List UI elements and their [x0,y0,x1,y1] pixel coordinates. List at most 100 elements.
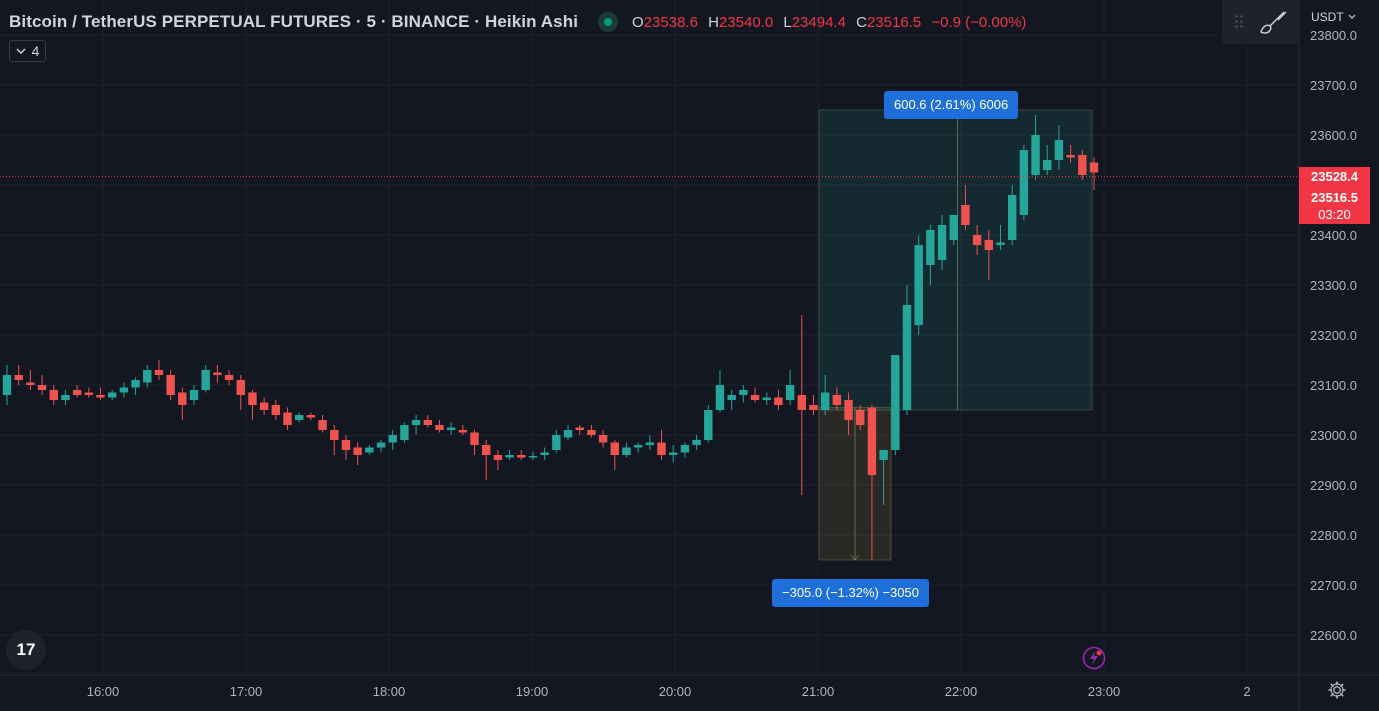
candle-body [1054,140,1064,160]
close-price-tag: 23516.5 03:20 [1299,187,1370,224]
candle [996,225,1005,250]
gear-icon[interactable] [1327,680,1347,700]
candle [306,412,316,420]
currency-label: USDT [1311,10,1344,24]
drawing-toolbar [1222,0,1298,44]
candle-body [867,407,877,475]
candle [482,440,491,480]
candle [236,375,245,410]
candle [1043,145,1052,175]
candle [365,445,374,455]
candle-body [610,442,619,455]
candle [493,450,503,470]
candle [774,390,783,410]
symbol-title[interactable]: Bitcoin / TetherUS PERPETUAL FUTURES · 5… [9,12,579,31]
market-status-icon[interactable] [598,12,619,32]
high-label: H [708,13,719,31]
measure-boxes[interactable] [818,109,1093,561]
chart-header: Bitcoin / TetherUS PERPETUAL FUTURES · 5… [9,10,1026,34]
candle-body [996,242,1005,245]
candle [949,215,958,245]
close-label: C [856,13,867,31]
candle-body [2,375,12,395]
y-tick-label: 22800.0 [1310,528,1357,543]
candle [248,390,257,420]
candle-body [552,435,561,450]
candle [715,370,725,413]
logo-text: 17 [16,640,36,659]
candle [622,442,631,458]
candle [785,370,795,405]
candle [809,395,818,415]
candle-body [131,380,140,388]
candle [937,215,947,270]
candle-body [376,442,386,448]
candle-body [1066,155,1075,158]
indicators-toggle[interactable]: 4 [9,40,46,62]
candles [2,115,1099,560]
candle [201,365,210,393]
candle-body [622,447,631,455]
candle [166,370,175,400]
measure-up-box[interactable] [818,109,1093,411]
candle-body [61,395,70,400]
candle [879,450,888,505]
x-tick-label: 17:00 [230,684,263,699]
candle-body [984,240,994,250]
candle [154,360,164,380]
candle-body [949,215,958,240]
brush-icon[interactable] [1258,8,1290,36]
candle-body [283,412,292,425]
candle-body [37,385,47,390]
candle-body [1031,135,1040,175]
arrow-head-icon [850,554,860,561]
candle [505,450,514,460]
candle-body [423,420,432,425]
candle-body [598,435,608,443]
candle-body [143,370,152,383]
candle [926,225,935,285]
candle-body [189,390,199,400]
x-tick-label: 18:00 [373,684,406,699]
candle-body [154,370,164,375]
candle-body [400,425,409,440]
candle [271,400,281,420]
candle-body [166,375,175,395]
candle [727,390,736,410]
price-axis[interactable]: 22600.0 22700.0 22800.0 22900.0 23000.0 23100… [1310,28,1357,643]
candle [61,390,70,405]
low-value: 23494.4 [791,13,846,31]
last-price-tag: 23528.4 [1299,167,1370,187]
candle [575,425,584,435]
candle [131,377,140,395]
grip-dots-icon[interactable] [1234,14,1244,30]
candle-body [633,445,643,448]
candle-body [435,425,444,430]
candle [856,405,865,430]
tradingview-logo[interactable]: 17 [6,630,46,670]
candle [891,355,900,455]
candle [972,225,982,255]
candle [633,442,643,453]
low-label: L [783,13,792,31]
candle [388,430,397,450]
open-label: O [632,13,644,31]
candle [902,285,912,415]
candle-body [236,380,245,395]
time-axis[interactable]: 16:00 17:00 18:00 19:00 20:00 21:00 22:00 23:00… [87,684,1251,699]
candle-body [832,395,842,405]
candle [72,385,82,398]
measure-down-label[interactable]: −305.0 (−1.32%) −3050 [772,579,929,607]
candle-body [482,445,491,455]
measure-up-label[interactable]: 600.6 (2.61%) 6006 [884,91,1019,119]
candle [797,315,807,495]
candle [657,430,666,460]
y-tick-label: 23300.0 [1310,278,1357,293]
candle [598,430,608,448]
candle [400,422,409,443]
currency-selector[interactable]: USDT [1311,10,1356,24]
bolt-icon[interactable] [1082,646,1106,670]
candle-body [294,415,304,420]
candle [143,365,152,388]
